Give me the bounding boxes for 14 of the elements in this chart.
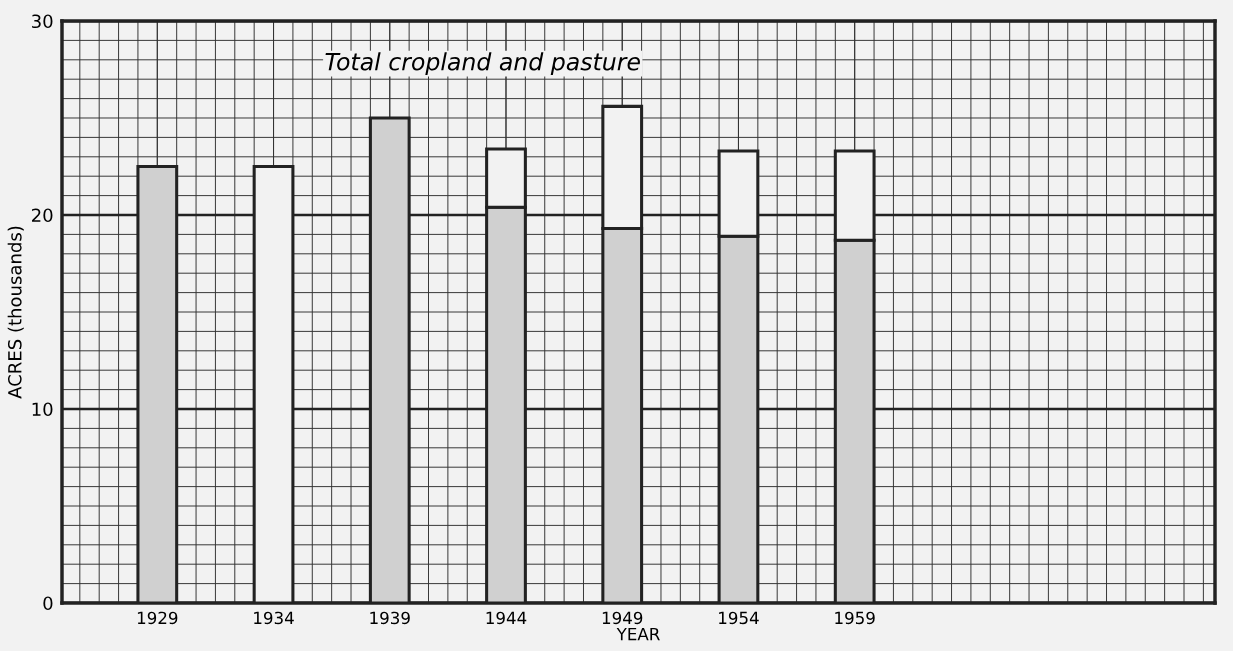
y-tick-label: 10 xyxy=(32,402,53,417)
x-tick-label: 1959 xyxy=(835,611,875,625)
y-tick-label: 30 xyxy=(32,14,53,29)
x-tick-label: 1954 xyxy=(719,611,759,625)
text: Total cropland and pasture xyxy=(325,52,640,76)
x-tick-label: 1939 xyxy=(370,611,410,625)
x-tick-label: 1949 xyxy=(602,611,643,625)
x-axis-title: YEAR xyxy=(616,627,660,641)
x-tick-label: 1944 xyxy=(486,611,527,625)
x-tick-label: 1934 xyxy=(254,611,294,625)
y-axis-title: ACRES (thousands) xyxy=(7,226,24,399)
x-tick-label: 1929 xyxy=(137,611,178,625)
y-tick-label: 20 xyxy=(32,208,53,223)
y-tick-label: 0 xyxy=(43,596,53,611)
